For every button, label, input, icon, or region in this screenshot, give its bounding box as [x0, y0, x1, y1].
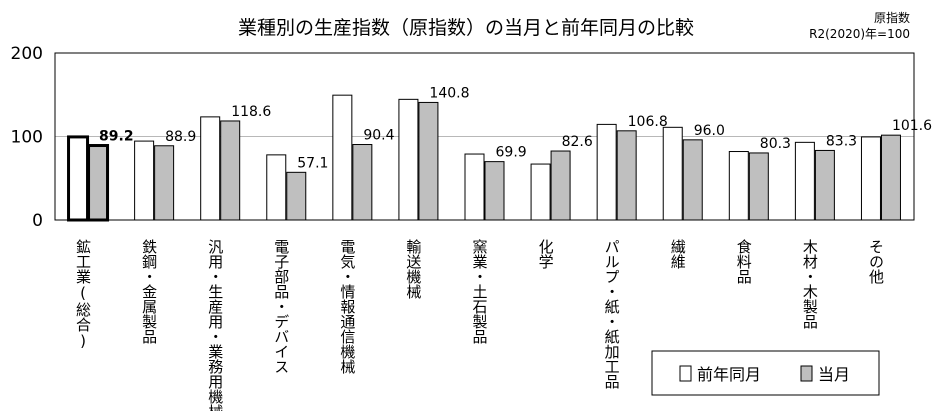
bar-prev-year — [860, 136, 881, 221]
category-label: パルプ・紙・紙加工品 — [603, 239, 621, 389]
bar-current — [550, 150, 571, 221]
bar-prev-year — [398, 98, 419, 221]
bar-current — [616, 130, 637, 221]
plot-frame — [54, 52, 915, 221]
category-label: 鉄鋼・金属製品 — [140, 239, 158, 344]
category-label: その他 — [867, 239, 885, 285]
legend: 前年同月 当月 — [651, 350, 880, 396]
bar-prev-year — [530, 163, 551, 221]
bar-prev-year — [464, 153, 485, 221]
category-label: 汎用・生産用・業務用機械 — [206, 239, 224, 411]
data-label-current: 69.9 — [496, 145, 527, 161]
bar-prev-year — [662, 126, 683, 221]
legend-swatch-current — [800, 365, 813, 382]
category-labels: 鉱工業(総合) 鉄鋼・金属製品 汎用・生産用・業務用機械 電子部品・デバイス 電気・情報… — [74, 238, 885, 411]
data-label-current: 80.3 — [760, 136, 791, 152]
data-label-current: 82.6 — [562, 134, 593, 150]
bar-current — [220, 120, 241, 221]
bar-prev-year — [728, 151, 749, 221]
category-label: 電気・情報通信機械 — [338, 239, 356, 374]
category-label: 繊維 — [669, 239, 687, 269]
bar-prev-year — [266, 154, 287, 221]
data-label-current: 88.9 — [165, 129, 196, 145]
bar-current — [814, 149, 835, 221]
category-label: 窯業・土石製品 — [471, 238, 489, 344]
data-labels: 89.2 88.9 118.6 57.1 90.4 140.8 69.9 82.6 106.8 9… — [99, 85, 932, 171]
data-label-current: 57.1 — [297, 155, 328, 171]
bar-current — [352, 144, 373, 221]
y-axis-ticks: 0 100 200 — [11, 44, 43, 231]
category-label: 電子部品・デバイス — [272, 239, 290, 374]
category-label: 化学 — [537, 239, 555, 269]
bar-series — [67, 94, 901, 222]
chart-title: 業種別の生産指数（原指数）の当月と前年同月の比較 — [238, 17, 694, 39]
bar-prev-year — [200, 116, 221, 221]
bar-current — [87, 144, 110, 222]
bar-prev-year — [794, 141, 815, 221]
bar-prev-year — [596, 123, 617, 221]
category-label: 食料品 — [735, 239, 753, 284]
bar-prev-year — [67, 135, 90, 222]
bar-current — [286, 171, 307, 221]
bar-current — [748, 152, 769, 221]
category-label: 輸送機械 — [404, 239, 422, 299]
data-label-current: 106.8 — [628, 114, 668, 130]
legend-label-current: 当月 — [818, 365, 850, 384]
data-label-current: 101.6 — [892, 118, 932, 134]
data-label-current: 89.2 — [99, 129, 134, 145]
index-note-line1: 原指数 — [874, 10, 910, 25]
category-label: 鉱工業(総合) — [74, 238, 92, 350]
bar-current — [418, 101, 439, 221]
y-tick-label: 0 — [32, 211, 43, 231]
y-tick-label: 200 — [11, 44, 43, 64]
bar-prev-year — [134, 140, 155, 221]
data-label-current: 90.4 — [363, 128, 394, 144]
bar-current — [484, 161, 505, 221]
data-label-current: 96.0 — [694, 123, 725, 139]
bar-current — [154, 145, 175, 221]
data-label-current: 140.8 — [429, 85, 469, 101]
index-note-line2: R2(2020)年=100 — [809, 27, 910, 41]
data-label-current: 83.3 — [826, 133, 857, 149]
bar-current — [682, 139, 703, 221]
bar-current — [880, 134, 901, 221]
legend-swatch-prev-year — [679, 365, 692, 382]
bar-prev-year — [332, 94, 353, 221]
legend-label-prev-year: 前年同月 — [697, 365, 761, 384]
category-label: 木材・木製品 — [801, 239, 819, 329]
y-tick-label: 100 — [11, 128, 43, 148]
data-label-current: 118.6 — [231, 104, 271, 120]
